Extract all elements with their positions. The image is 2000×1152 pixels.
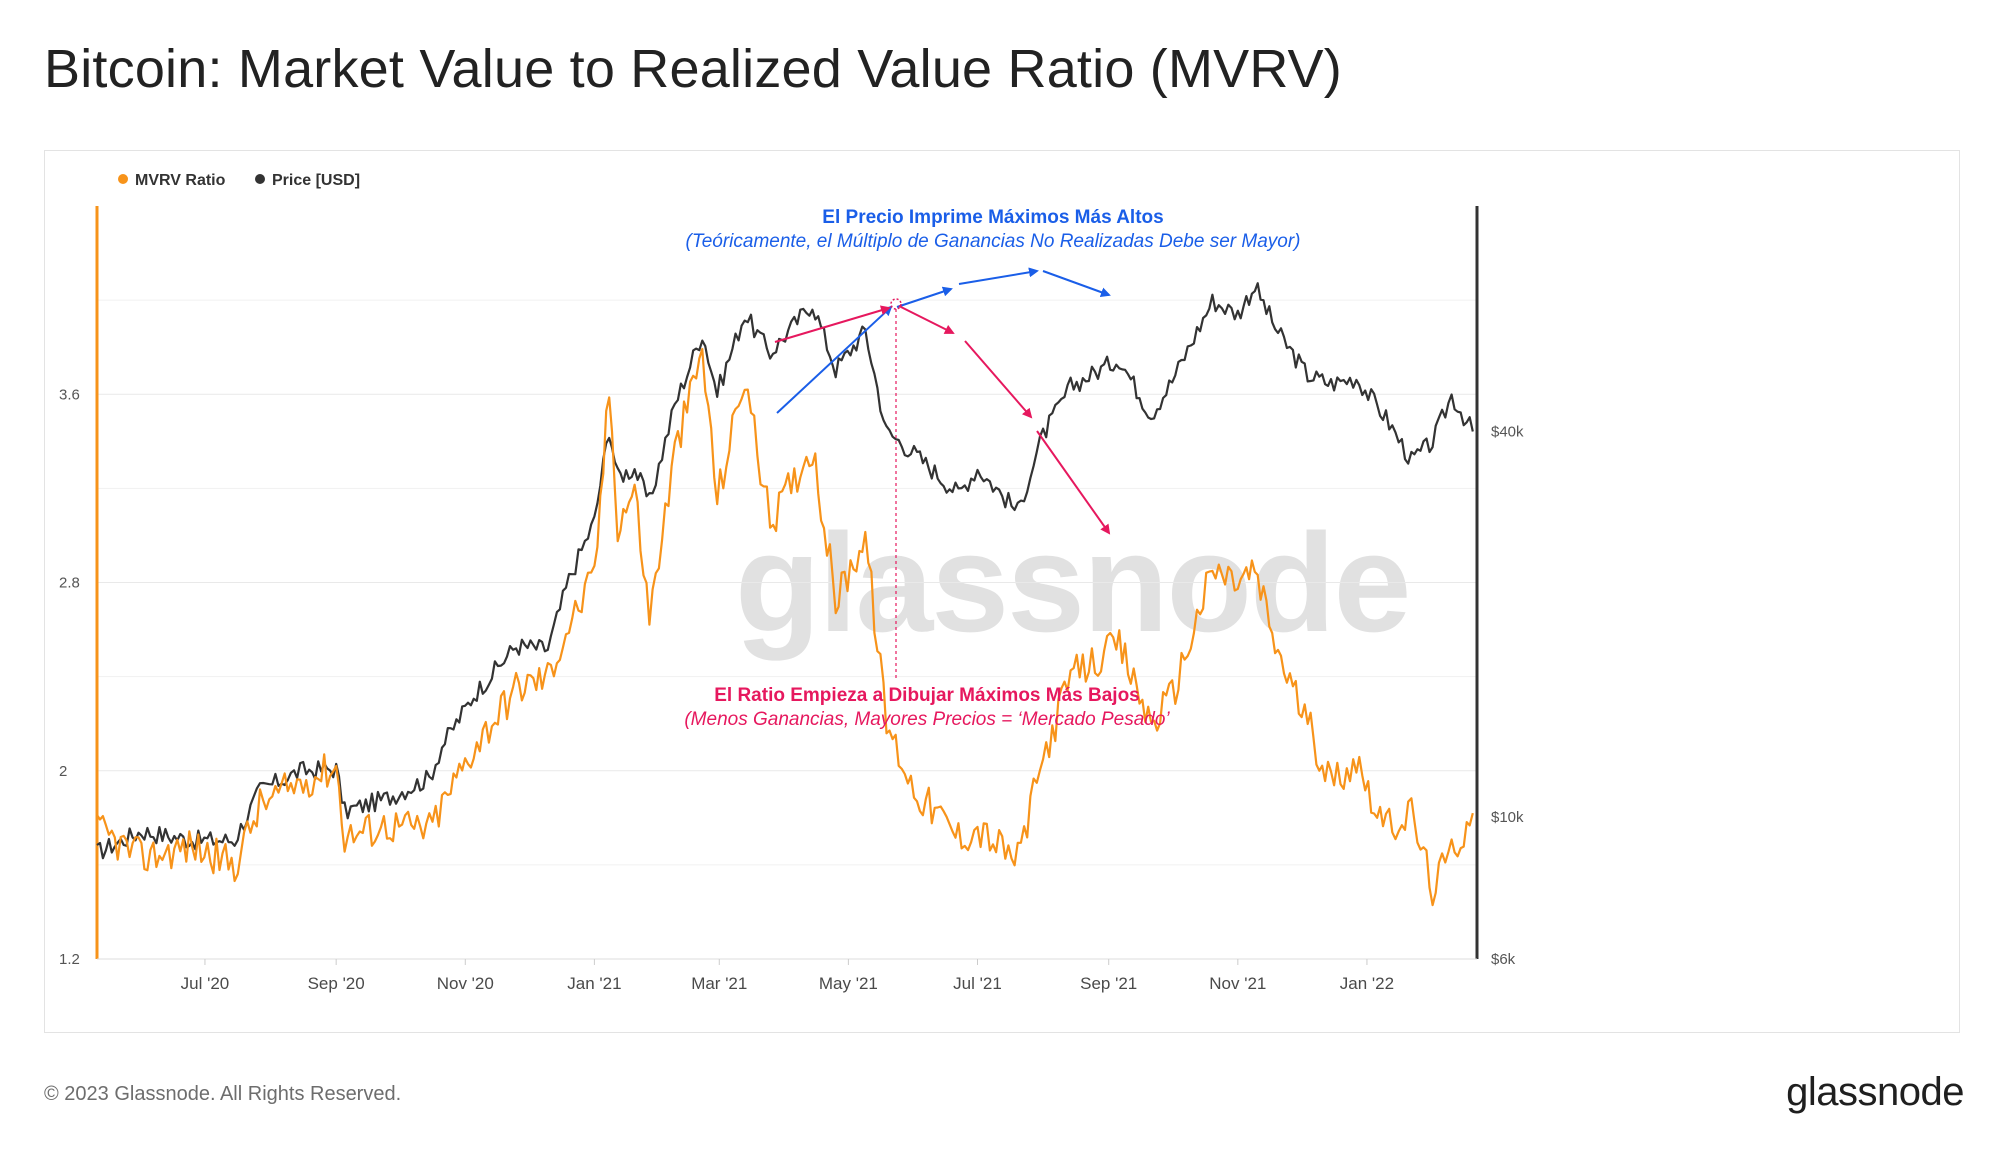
chart: glassnode MVRV Ratio Price [USD] 1.222.8… — [59, 172, 1524, 993]
x-tick-label: Mar '21 — [691, 974, 747, 993]
annotation-blue-title: El Precio Imprime Máximos Más Altos — [822, 207, 1163, 228]
y-right-tick-label: $6k — [1491, 951, 1516, 968]
brand-logo[interactable]: glassnode — [1786, 1070, 1964, 1114]
x-tick-label: Jan '21 — [567, 974, 621, 993]
series-line-mvrv — [96, 347, 1474, 907]
y-left-tick-label: 2.8 — [59, 575, 80, 592]
x-tick-label: Jan '22 — [1340, 974, 1394, 993]
blue-arrow-1 — [776, 305, 893, 414]
y-left-tick-label: 2 — [59, 763, 67, 780]
y-left-tick-label: 1.2 — [59, 951, 80, 968]
x-tick-label: Nov '21 — [1209, 974, 1266, 993]
blue-arrow-3 — [958, 267, 1039, 285]
chart-container: glassnode MVRV Ratio Price [USD] 1.2 2 2.8… — [44, 150, 1960, 1033]
copyright-text: © 2023 Glassnode. All Rights Reserved. — [44, 1083, 402, 1105]
y-axis-right: $6k $10k $40k — [1491, 423, 1524, 968]
blue-arrow-2 — [896, 286, 953, 308]
x-tick-label: Jul '20 — [181, 974, 230, 993]
page-title: Bitcoin: Market Value to Realized Value … — [44, 39, 1342, 99]
pink-arrow-4 — [1036, 430, 1111, 535]
legend-swatch-mvrv — [118, 174, 128, 184]
annotation-pink-subtitle: (Menos Ganancias, Mayores Precios = ‘Mer… — [684, 709, 1170, 730]
peak-marker — [890, 298, 902, 310]
series-line-price — [96, 282, 1474, 860]
annotation-blue-subtitle: (Teóricamente, el Múltiplo de Ganancias … — [686, 231, 1301, 252]
pink-arrow-2 — [898, 305, 955, 334]
y-right-tick-label: $10k — [1491, 809, 1524, 826]
x-tick-label: May '21 — [819, 974, 878, 993]
legend-label-mvrv[interactable]: MVRV Ratio — [135, 172, 226, 189]
legend-swatch-price — [255, 174, 265, 184]
y-left-tick-label: 3.6 — [59, 386, 80, 403]
annotation-pink-title: El Ratio Empieza a Dibujar Máximos Más B… — [714, 685, 1140, 706]
x-tick-label: Jul '21 — [953, 974, 1002, 993]
legend: MVRV Ratio Price [USD] — [118, 172, 360, 189]
blue-arrow-4 — [1042, 270, 1111, 297]
series-lines — [96, 282, 1474, 907]
pink-arrow-1 — [774, 305, 891, 343]
legend-label-price[interactable]: Price [USD] — [272, 172, 360, 189]
x-tick-label: Sep '20 — [308, 974, 365, 993]
pink-arrow-3 — [964, 340, 1033, 419]
y-axis-left: 1.2 2 2.8 3.6 — [59, 386, 80, 968]
x-tick-label: Sep '21 — [1080, 974, 1137, 993]
annotation-arrows — [774, 267, 1111, 678]
x-axis: Jul '20 Sep '20 Nov '20 Jan '21 Mar '21 May '… — [181, 959, 1394, 993]
y-right-tick-label: $40k — [1491, 423, 1524, 440]
x-tick-label: Nov '20 — [437, 974, 494, 993]
axes — [95, 206, 1479, 960]
